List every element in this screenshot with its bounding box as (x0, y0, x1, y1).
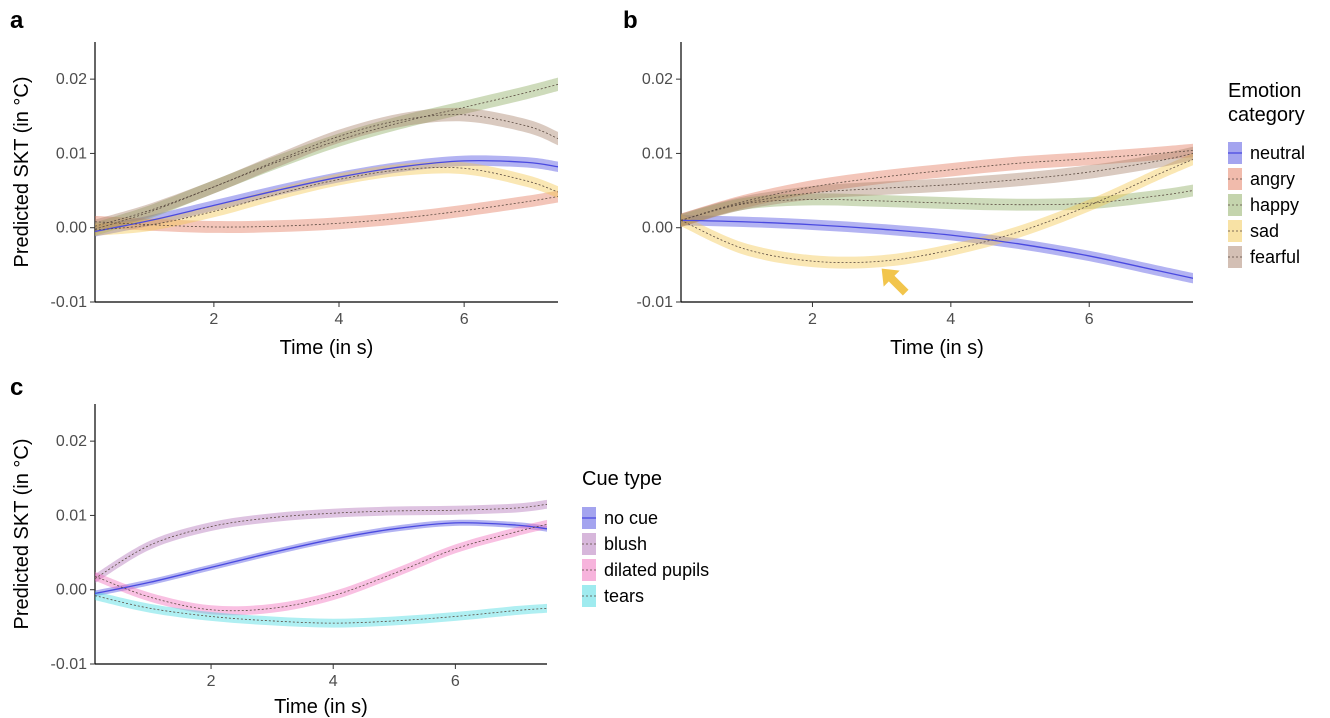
legend-key-happy: happy (1228, 194, 1299, 216)
y-axis-title: Predicted SKT (in °C) (11, 438, 33, 629)
plot-area (95, 499, 547, 628)
legend-swatch (1228, 194, 1242, 216)
x-tick-label: 6 (451, 673, 460, 690)
plot-area (681, 143, 1193, 284)
legend-label: blush (604, 534, 647, 554)
series-line-sad (681, 159, 1193, 264)
y-tick-label: -0.01 (51, 656, 88, 673)
band-fearful (95, 107, 558, 233)
x-tick-label: 4 (329, 673, 338, 690)
legend-key-fearful: fearful (1228, 246, 1300, 268)
series-line-sad (95, 167, 558, 231)
arrow-head (881, 268, 900, 287)
legend-label: no cue (604, 508, 658, 528)
y-tick-label: 0.02 (56, 433, 87, 450)
legend-key-no-cue: no cue (582, 507, 658, 529)
band-happy (681, 184, 1193, 227)
series-line-fearful (681, 153, 1193, 221)
panel-letter-b: b (623, 7, 638, 34)
series-line-neutral (95, 159, 558, 233)
legend-key-tears: tears (582, 585, 644, 607)
band-sad (95, 161, 558, 236)
y-tick-label: 0.01 (56, 507, 87, 524)
y-tick-label: 0.00 (642, 220, 673, 237)
legend-key-blush: blush (582, 533, 647, 555)
series-line-dilated-pupils (95, 523, 547, 612)
y-tick-label: -0.01 (637, 294, 674, 311)
band-dilated-pupils (95, 519, 547, 616)
legend-cue-type: Cue type no cue blush dilated pupils tears (582, 468, 709, 607)
legend-label: neutral (1250, 143, 1305, 163)
y-tick-label: 0.00 (56, 582, 87, 599)
y-tick-label: 0.01 (642, 145, 673, 162)
panel-c: c -0.01 0.00 0.01 0.02 2 4 6 Time (in s) Predicte… (10, 374, 547, 718)
legend-label: fearful (1250, 247, 1300, 267)
x-tick-label: 4 (946, 311, 955, 328)
legend-key-sad: sad (1228, 220, 1279, 242)
legend-key-neutral: neutral (1228, 142, 1305, 164)
series-line-happy (681, 190, 1193, 221)
series-line-fearful (95, 114, 558, 227)
legend-title: category (1228, 104, 1305, 126)
x-tick-label: 4 (335, 311, 344, 328)
x-tick-label: 6 (1085, 311, 1094, 328)
series-line-blush (95, 503, 547, 579)
band-angry (681, 143, 1193, 227)
y-tick-label: 0.02 (56, 71, 87, 88)
y-tick-label: 0.01 (56, 145, 87, 162)
arrow-shaft (887, 274, 909, 296)
band-blush (95, 499, 547, 584)
series-line-tears (95, 595, 547, 624)
legend-swatch (1228, 246, 1242, 268)
band-angry (95, 190, 558, 233)
band-no-cue (95, 519, 547, 597)
band-happy (95, 77, 558, 236)
plot-area (95, 77, 558, 237)
band-neutral (95, 155, 558, 237)
x-tick-label: 6 (460, 311, 469, 328)
panel-letter-a: a (10, 7, 24, 34)
series-line-angry (95, 196, 558, 228)
legend-label: dilated pupils (604, 560, 709, 580)
legend-title: Cue type (582, 468, 662, 490)
x-tick-label: 2 (209, 311, 218, 328)
x-tick-label: 2 (207, 673, 216, 690)
series-line-neutral (681, 219, 1193, 279)
legend-label: tears (604, 586, 644, 606)
x-axis-title: Time (in s) (890, 337, 984, 359)
legend-key-dilated-pupils: dilated pupils (582, 559, 709, 581)
x-axis-title: Time (in s) (280, 337, 374, 359)
legend-label: angry (1250, 169, 1295, 189)
panel-a: a -0.01 0.00 0.01 0.02 2 4 6 Time (in s) Predicte… (10, 7, 558, 359)
legend-swatch (1228, 168, 1242, 190)
y-tick-label: 0.00 (56, 220, 87, 237)
series-line-no-cue (95, 522, 547, 595)
annotation-arrow (881, 268, 909, 296)
legend-swatch (582, 533, 596, 555)
legend-swatch (582, 585, 596, 607)
band-fearful (681, 146, 1193, 227)
legend-label: sad (1250, 221, 1279, 241)
legend-swatch (582, 559, 596, 581)
y-tick-label: -0.01 (51, 294, 88, 311)
legend-title: Emotion (1228, 80, 1301, 102)
x-axis-title: Time (in s) (274, 696, 368, 718)
legend-key-angry: angry (1228, 168, 1295, 190)
y-axis-title: Predicted SKT (in °C) (11, 76, 33, 267)
series-line-angry (681, 150, 1193, 221)
panel-letter-c: c (10, 374, 23, 401)
legend-swatch (1228, 220, 1242, 242)
legend-label: happy (1250, 195, 1299, 215)
panel-b: b -0.01 0.00 0.01 0.02 2 4 6 Time (in s) (623, 7, 1193, 359)
x-tick-label: 2 (808, 311, 817, 328)
y-tick-label: 0.02 (642, 71, 673, 88)
